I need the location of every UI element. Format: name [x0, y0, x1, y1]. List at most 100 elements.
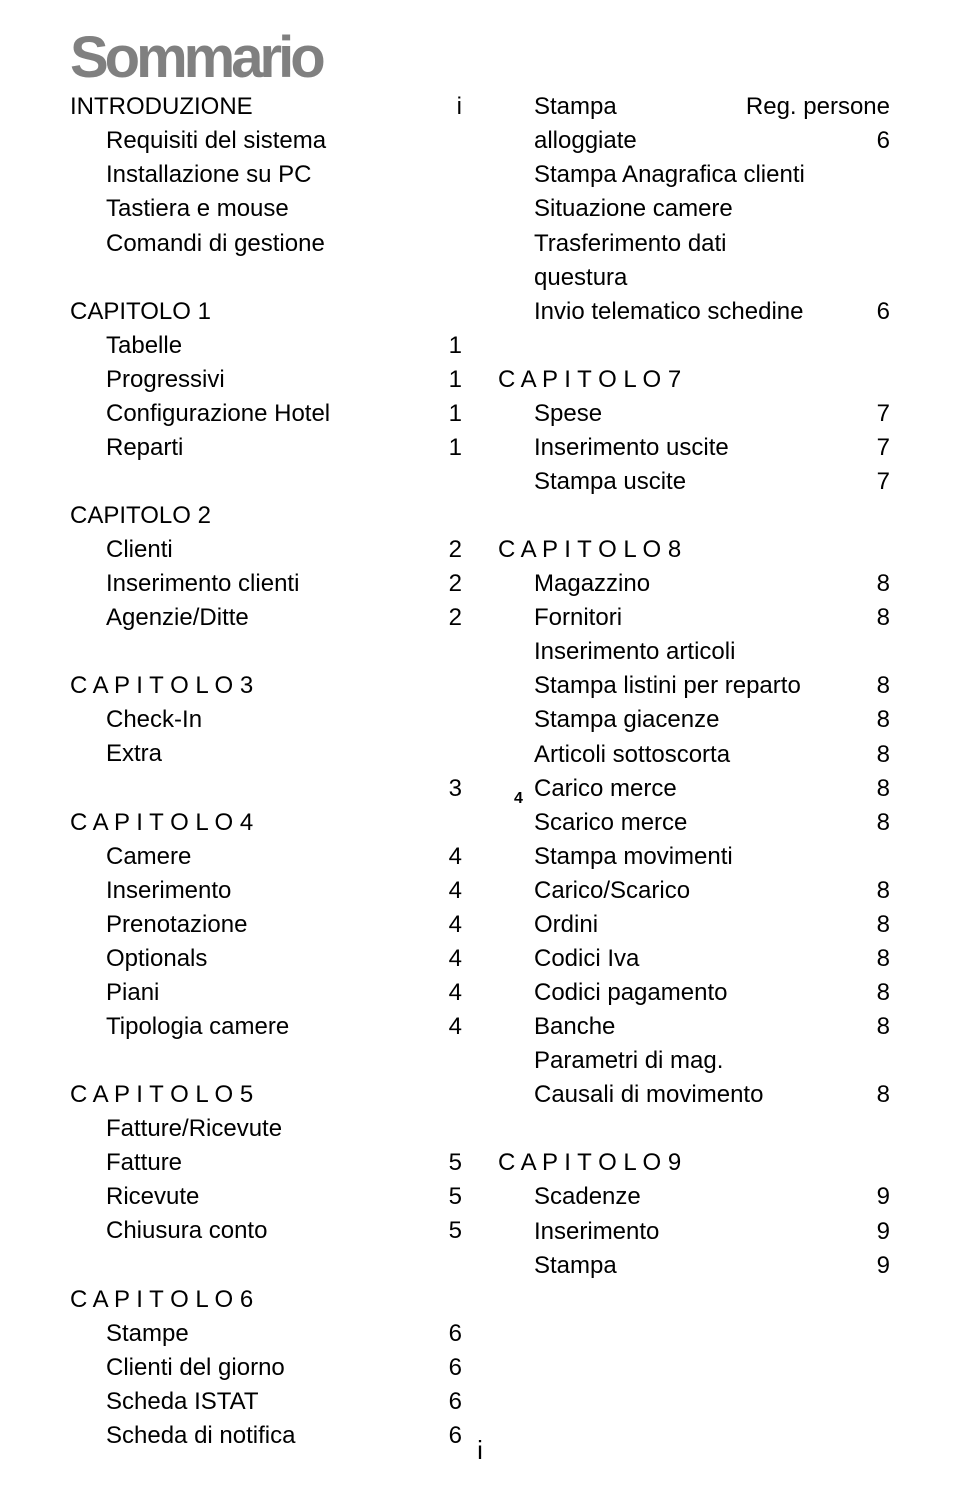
- toc-entry-page: 4: [434, 874, 462, 908]
- toc-entry-row: StampaReg. persone: [498, 90, 890, 124]
- toc-entry-page: 4: [434, 840, 462, 874]
- toc-entry-page: 9: [862, 1215, 890, 1249]
- toc-entry-page: 8: [862, 976, 890, 1010]
- toc-entry-label: Stampa: [534, 1249, 862, 1283]
- toc-chapter-label: C A P I T O L O 7: [498, 363, 862, 397]
- toc-entry-row: Optionals4: [70, 942, 462, 976]
- toc-entry-row: Configurazione Hotel1: [70, 397, 462, 431]
- toc-entry-label: alloggiate: [534, 124, 862, 158]
- toc-entry-label: Clienti del giorno: [106, 1351, 434, 1385]
- toc-chapter-label: C A P I T O L O 4: [70, 806, 434, 840]
- toc-entry-row: Fornitori8: [498, 601, 890, 635]
- page-footer: i: [0, 1435, 960, 1466]
- toc-entry-label: Carico merce: [534, 772, 862, 806]
- toc-entry-row: Scarico merce8: [498, 806, 890, 840]
- toc-entry-row: Codici pagamento8: [498, 976, 890, 1010]
- toc-entry-row: Prenotazione4: [70, 908, 462, 942]
- toc-entry-row: Clienti2: [70, 533, 462, 567]
- toc-entry-row: Parametri di mag.: [498, 1044, 890, 1078]
- toc-entry-row: Extra: [70, 737, 462, 771]
- toc-spacer: [498, 1112, 890, 1146]
- toc-entry-label: Carico/Scarico: [534, 874, 862, 908]
- toc-entry-row: Inserimento clienti2: [70, 567, 462, 601]
- toc-entry-row: Stampa uscite7: [498, 465, 890, 499]
- toc-chapter-label: C A P I T O L O 9: [498, 1146, 862, 1180]
- toc-entry-page: 7: [862, 397, 890, 431]
- toc-right-column: StampaReg. personealloggiate6Stampa Anag…: [498, 90, 890, 1453]
- toc-spacer: [70, 1249, 462, 1283]
- toc-chapter-row: C A P I T O L O 4: [70, 806, 462, 840]
- toc-entry-row: Inserimento4: [70, 874, 462, 908]
- toc-chapter-row: C A P I T O L O 9: [498, 1146, 890, 1180]
- toc-entry-label: Inserimento: [534, 1215, 862, 1249]
- toc-entry-label: Requisiti del sistema: [106, 124, 434, 158]
- toc-entry-page: 2: [434, 533, 462, 567]
- toc-entry-label: Installazione su PC: [106, 158, 434, 192]
- toc-entry-row: Tabelle1: [70, 329, 462, 363]
- toc-entry-page: 8: [862, 669, 890, 703]
- toc-entry-label: Camere: [106, 840, 434, 874]
- toc-entry-page: 6: [434, 1385, 462, 1419]
- toc-entry-label: Fornitori: [534, 601, 862, 635]
- toc-entry-label: Stampa giacenze: [534, 703, 862, 737]
- toc-entry-row: Spese7: [498, 397, 890, 431]
- toc-entry-label: Magazzino: [534, 567, 862, 601]
- toc-entry-label: Situazione camere: [534, 192, 862, 226]
- toc-entry-label: Prenotazione: [106, 908, 434, 942]
- toc-entry-row: questura: [498, 261, 890, 295]
- toc-entry-page: 8: [862, 806, 890, 840]
- toc-entry-label: Inserimento articoli: [534, 635, 862, 669]
- toc-entry-page: 5: [434, 1146, 462, 1180]
- toc-chapter-row: C A P I T O L O 5: [70, 1078, 462, 1112]
- toc-entry-label: Banche: [534, 1010, 862, 1044]
- toc-entry-row: Magazzino8: [498, 567, 890, 601]
- toc-entry-row: Fatture5: [70, 1146, 462, 1180]
- toc-chapter-row: C A P I T O L O 3: [70, 669, 462, 703]
- toc-entry-row: Camere4: [70, 840, 462, 874]
- toc-entry-row: Scheda ISTAT6: [70, 1385, 462, 1419]
- toc-entry-page: i: [434, 90, 462, 124]
- toc-entry-row: Causali di movimento8: [498, 1078, 890, 1112]
- toc-entry-page: 6: [862, 124, 890, 158]
- toc-entry-label: Stampa listini per reparto: [534, 669, 862, 703]
- toc-entry-page: 8: [862, 942, 890, 976]
- toc-entry-row: Requisiti del sistema: [70, 124, 462, 158]
- toc-spacer: [70, 261, 462, 295]
- toc-entry-label: Codici pagamento: [534, 976, 862, 1010]
- toc-entry-row: Chiusura conto5: [70, 1214, 462, 1248]
- toc-entry-page: 4: [434, 976, 462, 1010]
- toc-chapter-label: C A P I T O L O 8: [498, 533, 862, 567]
- toc-entry-label: CAPITOLO 2: [70, 499, 434, 533]
- toc-entry-page: 8: [862, 601, 890, 635]
- toc-entry-label: Chiusura conto: [106, 1214, 434, 1248]
- page-title: Sommario: [70, 32, 890, 84]
- toc-entry-row: Carico/Scarico8: [498, 874, 890, 908]
- toc-entry-label: Clienti: [106, 533, 434, 567]
- toc-entry-row: CAPITOLO 1: [70, 295, 462, 329]
- toc-entry-label: Spese: [534, 397, 862, 431]
- toc-entry-page: 8: [862, 738, 890, 772]
- toc-entry-label: Trasferimento dati: [534, 227, 862, 261]
- toc-entry-row: Inserimento uscite7: [498, 431, 890, 465]
- toc-entry-row: Inserimento articoli: [498, 635, 890, 669]
- toc-chapter-label: C A P I T O L O 6: [70, 1283, 434, 1317]
- toc-chapter-row: C A P I T O L O 8: [498, 533, 890, 567]
- toc-entry-label: Fatture/Ricevute: [106, 1112, 434, 1146]
- toc-entry-page: 1: [434, 431, 462, 465]
- toc-entry-page: 7: [862, 465, 890, 499]
- toc-entry-label: Check-In: [106, 703, 434, 737]
- toc-entry-label: Stampa Anagrafica clienti: [534, 158, 862, 192]
- toc-entry-page: 8: [862, 567, 890, 601]
- toc-entry-label: Causali di movimento: [534, 1078, 862, 1112]
- toc-entry-row: CAPITOLO 2: [70, 499, 462, 533]
- toc-entry-row: Agenzie/Ditte2: [70, 601, 462, 635]
- toc-entry-row: Ordini8: [498, 908, 890, 942]
- toc-entry-label: CAPITOLO 1: [70, 295, 434, 329]
- toc-entry-label: Ordini: [534, 908, 862, 942]
- toc-entry-row: Tipologia camere4: [70, 1010, 462, 1044]
- toc-entry-label: Tipologia camere: [106, 1010, 434, 1044]
- toc-entry-page: 6: [862, 295, 890, 329]
- toc-entry-row: Trasferimento dati: [498, 227, 890, 261]
- toc-entry-page: 6: [434, 1351, 462, 1385]
- toc-entry-label: Inserimento: [106, 874, 434, 908]
